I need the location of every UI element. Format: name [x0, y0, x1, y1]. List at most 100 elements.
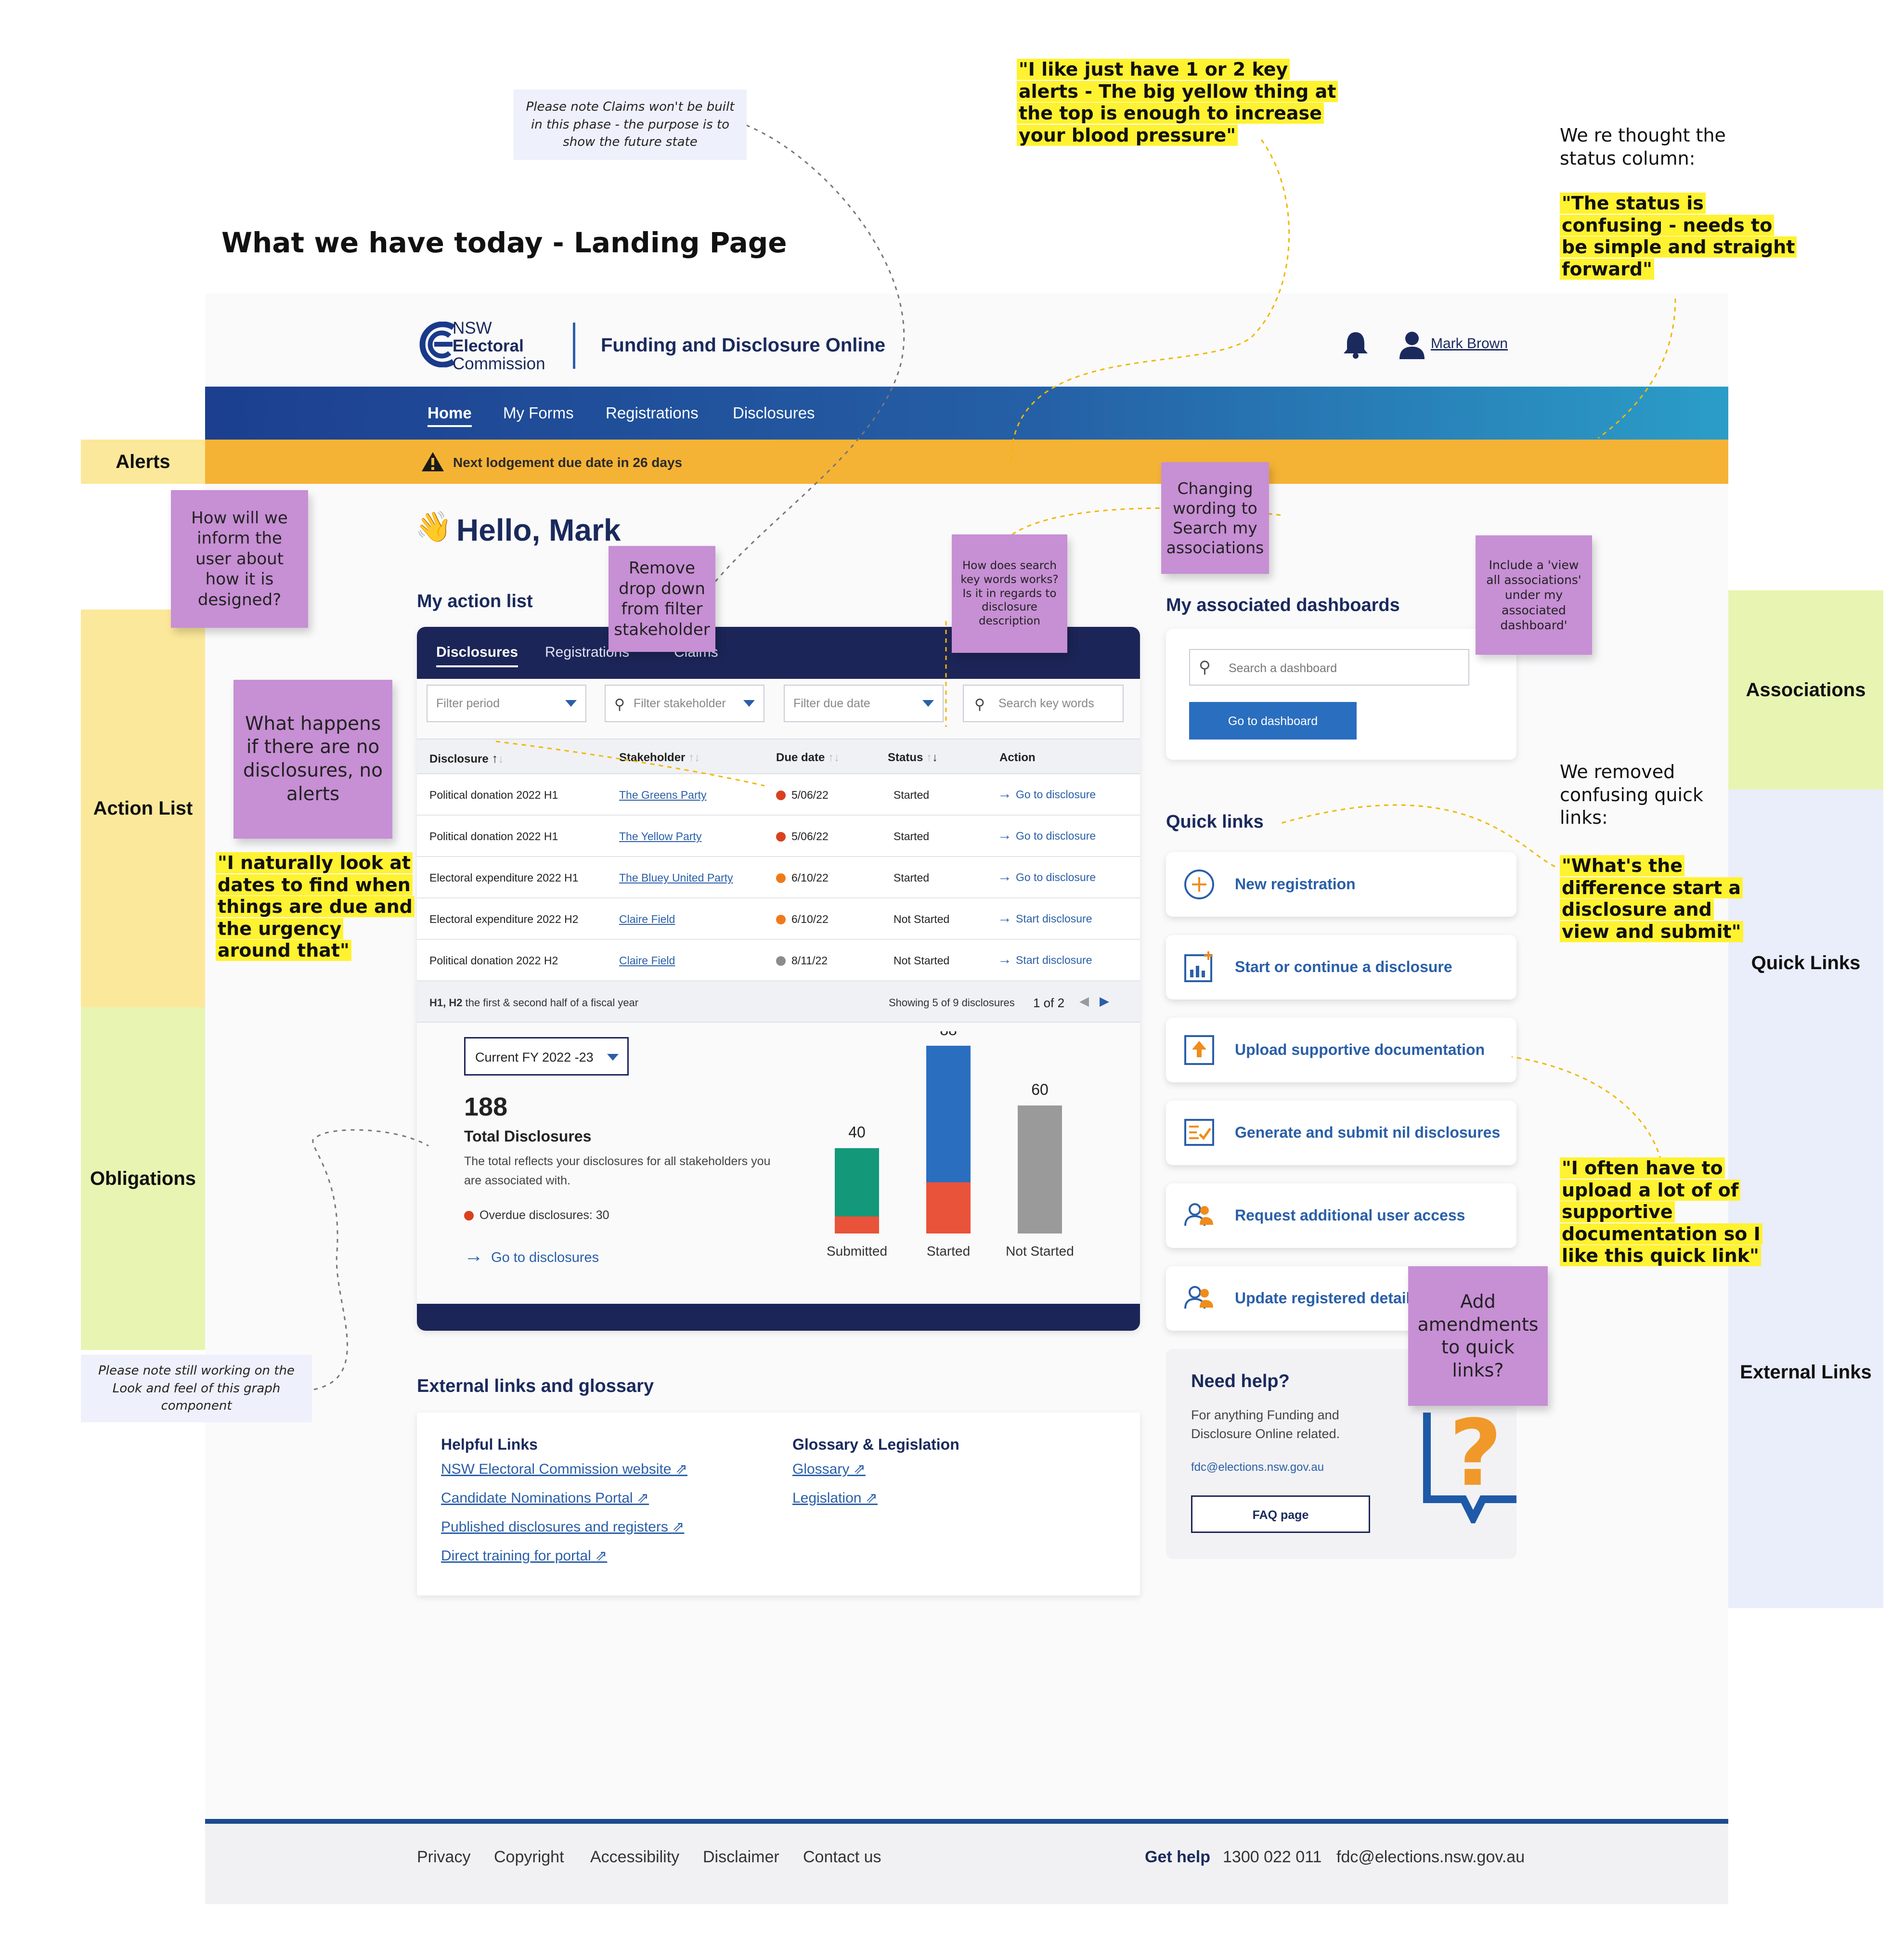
status-text: Started	[894, 871, 930, 884]
quick-link-start-disclosure[interactable]: Start or continue a disclosure	[1166, 935, 1516, 999]
associations-card: ⚲ Search a dashboard Go to dashboard	[1166, 629, 1516, 760]
quote-status: "The status is confusing - needs to be s…	[1560, 193, 1800, 280]
table-row: Electoral expenditure 2022 H2 Claire Fiel…	[417, 898, 1140, 940]
filter-stakeholder-select[interactable]: ⚲ Filter stakeholder	[605, 685, 764, 722]
associations-heading: My associated dashboards	[1166, 595, 1400, 615]
row-action-link[interactable]: → Go to disclosure	[997, 869, 1096, 884]
col-status[interactable]: Status ↑↓	[888, 751, 938, 764]
search-icon: ⚲	[974, 697, 985, 713]
next-page-icon[interactable]: ▶	[1100, 994, 1109, 1008]
external-links-heading: External links and glossary	[417, 1376, 654, 1396]
total-disclosures-label: Total Disclosures	[464, 1128, 592, 1145]
footer-disclaimer-link[interactable]: Disclaimer	[703, 1848, 779, 1866]
user-icon[interactable]	[1399, 330, 1425, 359]
faq-button[interactable]: FAQ page	[1191, 1495, 1370, 1533]
stakeholder-link[interactable]: The Greens Party	[619, 789, 707, 801]
note-claims: Please note Claims won't be built in thi…	[514, 90, 747, 160]
quick-link-upload-documentation[interactable]: Upload supportive documentation	[1166, 1018, 1516, 1082]
table-row: Political donation 2022 H2 Claire Field 8/…	[417, 940, 1140, 981]
nav-disclosures[interactable]: Disclosures	[733, 404, 815, 422]
external-link-icon: ⇗	[595, 1548, 608, 1564]
disclosure-name: Political donation 2022 H1	[429, 789, 558, 801]
quote-alerts: "I like just have 1 or 2 key alerts - Th…	[1017, 59, 1344, 146]
col-stakeholder[interactable]: Stakeholder ↑↓	[619, 751, 700, 764]
search-icon: ⚲	[614, 697, 625, 713]
urgency-dot-icon	[776, 791, 786, 800]
filter-period-select[interactable]: Filter period	[427, 685, 586, 722]
external-link-icon: ⇗	[672, 1519, 685, 1535]
ext-link-published-disclosures[interactable]: Published disclosures and registers ⇗	[441, 1519, 685, 1535]
ext-link-direct-training[interactable]: Direct training for portal ⇗	[441, 1548, 608, 1564]
nav-home[interactable]: Home	[427, 404, 472, 427]
sticky-remove-dropdown: Remove drop down from filter stakeholder	[609, 546, 715, 652]
row-action-link[interactable]: → Go to disclosure	[997, 827, 1096, 843]
board-title: What we have today - Landing Page	[221, 226, 787, 259]
external-link-icon: ⇗	[675, 1461, 687, 1477]
dashboard-search-input[interactable]: ⚲ Search a dashboard	[1189, 649, 1469, 686]
ext-link-nswec[interactable]: NSW Electoral Commission website ⇗	[441, 1461, 687, 1477]
help-text: For anything Funding and Disclosure Onli…	[1191, 1408, 1340, 1441]
glossary-link[interactable]: Glossary ⇗	[792, 1461, 866, 1477]
total-disclosures-value: 188	[464, 1092, 508, 1121]
col-due-date[interactable]: Due date ↑↓	[776, 751, 840, 764]
footer-phone[interactable]: 1300 022 011	[1223, 1848, 1322, 1866]
main-nav: Home My Forms Registrations Disclosures	[205, 387, 1728, 440]
nsw-logo-icon	[415, 321, 461, 368]
urgency-dot-icon	[776, 915, 786, 924]
nav-registrations[interactable]: Registrations	[606, 404, 699, 422]
footer-privacy-link[interactable]: Privacy	[417, 1848, 471, 1866]
legislation-link[interactable]: Legislation ⇗	[792, 1490, 878, 1506]
app-title: Funding and Disclosure Online	[601, 335, 886, 356]
quick-link-request-access[interactable]: Request additional user access	[1166, 1183, 1516, 1248]
chevron-down-icon	[922, 700, 934, 707]
helpful-links-heading: Helpful Links	[441, 1436, 538, 1453]
prev-page-icon[interactable]: ◀	[1079, 994, 1089, 1008]
go-to-disclosures-link[interactable]: → Go to disclosures	[464, 1245, 599, 1266]
stakeholder-link[interactable]: Claire Field	[619, 913, 675, 925]
sticky-view-all-associations: Include a 'view all associations' under …	[1476, 535, 1592, 655]
sticky-wording: Changing wording to Search my associatio…	[1161, 462, 1269, 574]
stakeholder-link[interactable]: The Bluey United Party	[619, 871, 733, 884]
tab-disclosures[interactable]: Disclosures	[436, 644, 518, 667]
col-disclosure[interactable]: Disclosure ↑↓	[429, 751, 504, 766]
checklist-icon	[1183, 1117, 1215, 1149]
bell-icon[interactable]	[1342, 330, 1369, 359]
fy-select[interactable]: Current FY 2022 -23	[464, 1037, 629, 1076]
footer-contact-link[interactable]: Contact us	[803, 1848, 881, 1866]
quick-link-nil-disclosures[interactable]: Generate and submit nil disclosures	[1166, 1101, 1516, 1165]
footer-rule	[205, 1819, 1728, 1824]
search-keywords-input[interactable]: ⚲ Search key words	[963, 685, 1124, 722]
side-label-action-list: Action List	[81, 610, 205, 1007]
table-body: Political donation 2022 H1 The Greens Par…	[417, 774, 1140, 981]
quick-link-new-registration[interactable]: New registration	[1166, 852, 1516, 917]
row-action-link[interactable]: → Start disclosure	[997, 910, 1092, 926]
bar-value-label: 88	[940, 1031, 957, 1038]
footer-email[interactable]: fdc@elections.nsw.gov.au	[1336, 1848, 1525, 1866]
table-footer: H1, H2 the first & second half of a fisc…	[417, 981, 1140, 1023]
side-label-obligations: Obligations	[81, 1007, 205, 1350]
card-footer-bar	[417, 1304, 1140, 1331]
help-email-link[interactable]: fdc@elections.nsw.gov.au	[1191, 1461, 1324, 1474]
overdue-dot-icon	[464, 1211, 474, 1220]
user-name-link[interactable]: Mark Brown	[1431, 336, 1508, 351]
bar-category-label: Submitted	[827, 1244, 887, 1259]
row-action-link[interactable]: → Start disclosure	[997, 951, 1092, 967]
side-label-quick-links: Quick Links	[1728, 790, 1883, 1136]
nav-my-forms[interactable]: My Forms	[503, 404, 574, 422]
tab-bar: Disclosures Registrations Claims	[417, 627, 1140, 679]
footer-accessibility-link[interactable]: Accessibility	[590, 1848, 680, 1866]
filter-due-date-select[interactable]: Filter due date	[784, 685, 944, 722]
side-label-alerts: Alerts	[81, 440, 205, 484]
row-action-link[interactable]: → Go to disclosure	[997, 786, 1096, 802]
table-row: Electoral expenditure 2022 H1 The Bluey U…	[417, 857, 1140, 898]
footer-copyright-link[interactable]: Copyright	[494, 1848, 564, 1866]
go-to-dashboard-button[interactable]: Go to dashboard	[1189, 702, 1357, 740]
stakeholder-link[interactable]: Claire Field	[619, 954, 675, 967]
external-link-icon: ⇗	[865, 1490, 878, 1506]
ext-link-candidate-portal[interactable]: Candidate Nominations Portal ⇗	[441, 1490, 649, 1506]
external-link-icon: ⇗	[853, 1461, 866, 1477]
stakeholder-link[interactable]: The Yellow Party	[619, 830, 702, 843]
status-intro: We re thought the status column:	[1560, 125, 1726, 169]
quick-link-label: Update registered details	[1235, 1289, 1419, 1307]
